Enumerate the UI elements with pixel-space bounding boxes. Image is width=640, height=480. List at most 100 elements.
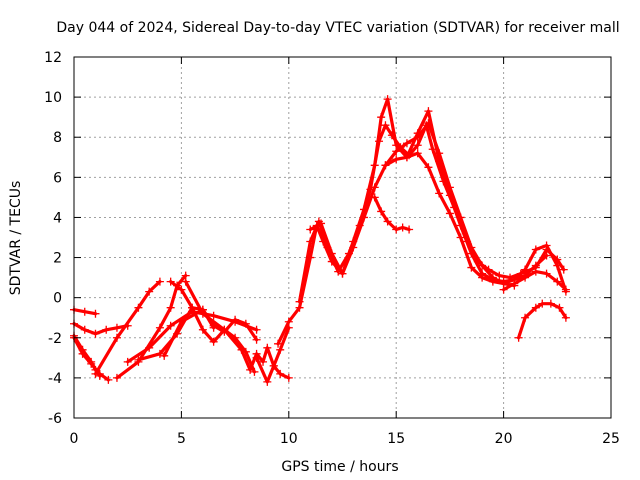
- grid: [74, 57, 611, 418]
- data-point: [252, 353, 261, 362]
- data-point: [209, 311, 218, 320]
- x-tick-label: 5: [177, 431, 186, 447]
- data-point: [377, 207, 386, 216]
- data-point: [392, 147, 401, 156]
- data-point: [555, 303, 564, 312]
- data-point: [542, 241, 551, 250]
- data-point: [381, 161, 390, 170]
- data-point: [467, 243, 476, 252]
- data-point: [252, 335, 261, 344]
- x-axis-label: GPS time / hours: [281, 459, 398, 475]
- series-track-16: [370, 193, 414, 234]
- data-point: [295, 297, 304, 306]
- y-tick-label: 4: [53, 210, 62, 226]
- data-point: [424, 107, 433, 116]
- data-point: [237, 345, 246, 354]
- y-tick-label: -2: [48, 331, 62, 347]
- data-point: [467, 263, 476, 272]
- data-point: [445, 209, 454, 218]
- data-point: [538, 299, 547, 308]
- data-point: [359, 205, 368, 214]
- data-point: [112, 333, 121, 342]
- x-tick-label: 25: [602, 431, 620, 447]
- data-point: [542, 269, 551, 278]
- data-point: [306, 225, 315, 234]
- data-point: [246, 365, 255, 374]
- x-tick-label: 15: [387, 431, 405, 447]
- data-point: [177, 317, 186, 326]
- data-point: [456, 233, 465, 242]
- data-point: [495, 271, 504, 280]
- data-point: [102, 325, 111, 334]
- data-point: [514, 333, 523, 342]
- data-point: [91, 309, 100, 318]
- plot-frame: [73, 56, 612, 419]
- data-point: [306, 237, 315, 246]
- series-line: [297, 123, 566, 304]
- series-track-12: [252, 323, 293, 386]
- data-layer: [70, 95, 570, 386]
- data-point: [370, 161, 379, 170]
- series-line: [115, 274, 188, 380]
- data-point: [424, 119, 433, 128]
- x-tick-label: 20: [495, 431, 513, 447]
- data-point: [478, 261, 487, 270]
- data-point: [413, 133, 422, 142]
- data-point: [198, 325, 207, 334]
- data-point: [381, 121, 390, 130]
- data-point: [413, 149, 422, 158]
- data-point: [377, 113, 386, 122]
- series-track-11: [181, 277, 293, 382]
- data-point: [87, 357, 96, 366]
- data-point: [284, 373, 293, 382]
- data-point: [392, 225, 401, 234]
- data-point: [413, 141, 422, 150]
- y-tick-label: 8: [53, 130, 62, 146]
- data-point: [95, 371, 104, 380]
- data-point: [123, 357, 132, 366]
- data-point: [276, 345, 285, 354]
- data-point: [338, 269, 347, 278]
- data-point: [231, 315, 240, 324]
- data-point: [198, 309, 207, 318]
- data-point: [553, 277, 562, 286]
- data-point: [91, 369, 100, 378]
- data-point: [392, 155, 401, 164]
- data-point: [166, 303, 175, 312]
- data-point: [405, 225, 414, 234]
- data-point: [317, 219, 326, 228]
- data-point: [531, 245, 540, 254]
- y-tick-label: 2: [53, 251, 62, 267]
- data-point: [531, 267, 540, 276]
- data-point: [488, 273, 497, 282]
- data-point: [521, 273, 530, 282]
- data-point: [112, 323, 121, 332]
- data-point: [435, 149, 444, 158]
- data-point: [112, 373, 121, 382]
- data-point: [327, 249, 336, 258]
- data-point: [402, 153, 411, 162]
- series-track-10: [166, 277, 259, 376]
- data-point: [456, 213, 465, 222]
- ticks: 0 5 10 15 20 25 -6 -4 -2 0 2 4 6 8 10 12: [44, 50, 620, 447]
- y-tick-label: 10: [44, 90, 62, 106]
- data-point: [521, 265, 530, 274]
- data-point: [383, 217, 392, 226]
- data-point: [145, 343, 154, 352]
- data-point: [383, 95, 392, 104]
- y-tick-label: 12: [44, 50, 62, 66]
- y-axis-label: SDTVAR / TECUs: [8, 181, 24, 296]
- x-tick-label: 0: [70, 431, 79, 447]
- data-point: [166, 277, 175, 286]
- y-tick-label: -6: [48, 411, 62, 427]
- series-line: [162, 308, 259, 358]
- data-point: [263, 343, 272, 352]
- data-point: [561, 313, 570, 322]
- y-tick-label: -4: [48, 371, 62, 387]
- data-point: [349, 237, 358, 246]
- y-tick-label: 0: [53, 291, 62, 307]
- data-point: [269, 361, 278, 370]
- data-point: [259, 357, 268, 366]
